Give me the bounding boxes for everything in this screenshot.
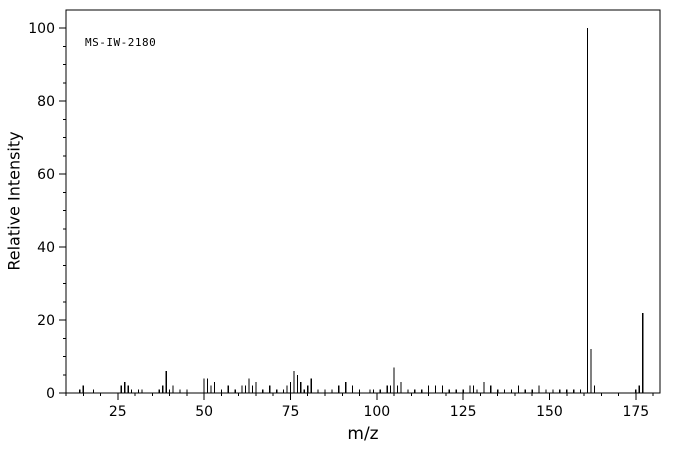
y-axis-title: Relative Intensity bbox=[4, 131, 24, 271]
svg-text:175: 175 bbox=[622, 404, 649, 420]
svg-text:40: 40 bbox=[37, 240, 55, 256]
svg-text:50: 50 bbox=[195, 404, 213, 420]
svg-text:125: 125 bbox=[450, 404, 477, 420]
spectrum-id-label: MS-IW-2180 bbox=[85, 36, 157, 49]
svg-text:25: 25 bbox=[109, 404, 127, 420]
svg-text:150: 150 bbox=[536, 404, 563, 420]
svg-text:100: 100 bbox=[363, 404, 390, 420]
svg-text:75: 75 bbox=[282, 404, 300, 420]
svg-text:60: 60 bbox=[37, 167, 55, 183]
svg-text:0: 0 bbox=[46, 386, 55, 402]
svg-text:100: 100 bbox=[28, 21, 55, 37]
svg-text:80: 80 bbox=[37, 94, 55, 110]
svg-text:20: 20 bbox=[37, 313, 55, 329]
x-axis-title: m/z bbox=[347, 424, 379, 444]
